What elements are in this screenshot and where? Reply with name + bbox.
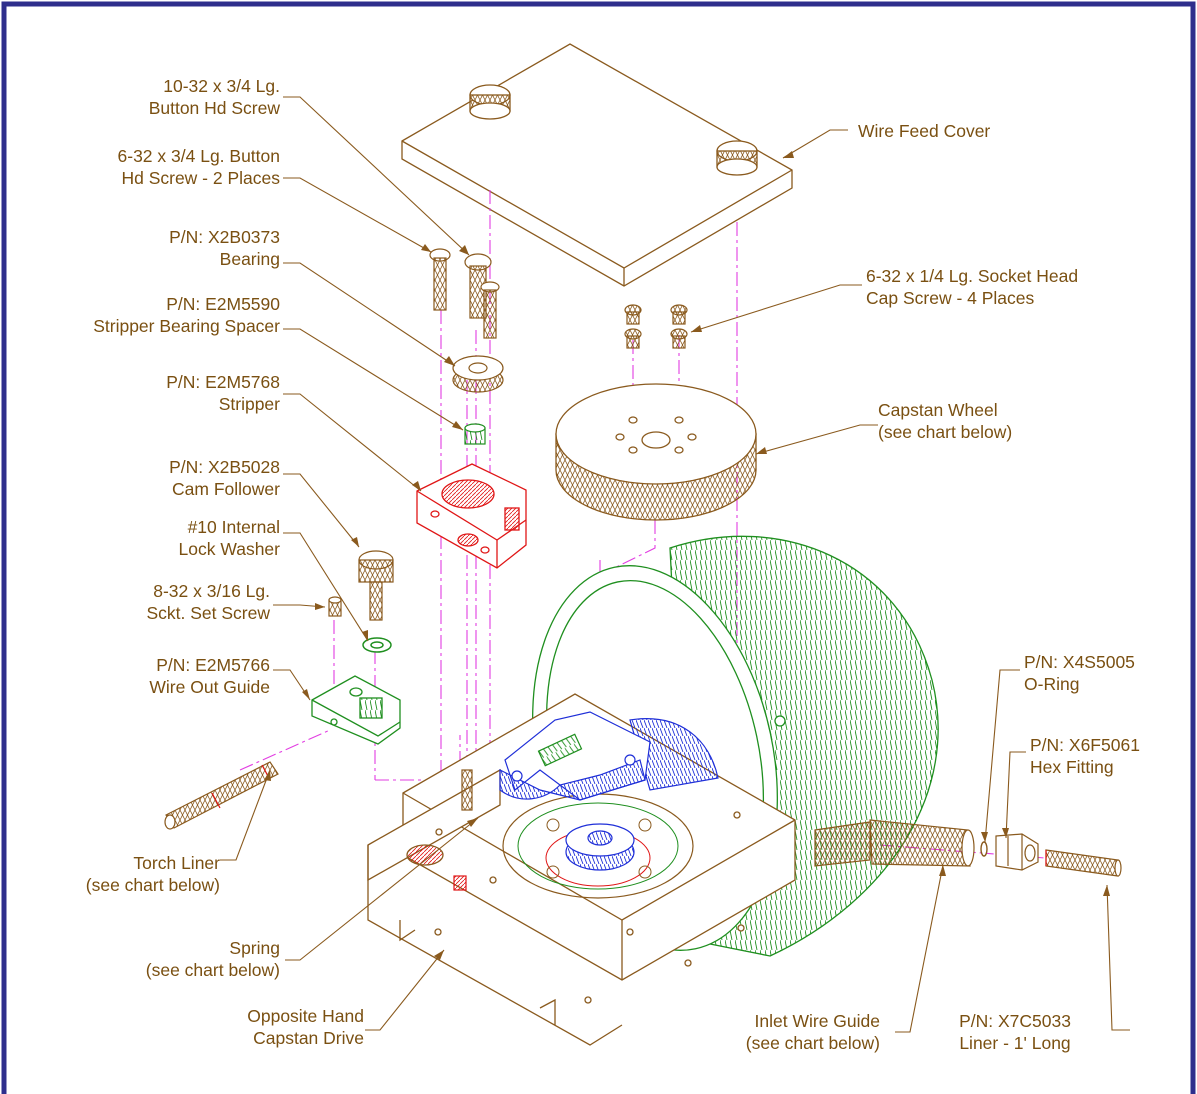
label-text: #10 Internal — [187, 517, 280, 537]
label-text: Torch Liner — [133, 853, 220, 873]
label-text: P/N: X2B5028 — [169, 457, 280, 477]
label-text: Hex Fitting — [1030, 757, 1114, 777]
label-text: 10-32 x 3/4 Lg. — [163, 76, 280, 96]
label-text: Opposite Hand — [247, 1006, 364, 1026]
label-text: Capstan Wheel — [878, 400, 998, 420]
label-text: 6-32 x 1/4 Lg. Socket Head — [866, 266, 1079, 286]
label-text: P/N: E2M5766 — [156, 655, 270, 675]
label-text: P/N: X2B0373 — [169, 227, 280, 247]
label-text: Stripper Bearing Spacer — [93, 316, 280, 336]
wire-out-guide-part — [311, 675, 401, 745]
label-button-hd-screw-2-places: 6-32 x 3/4 Lg. Button Hd Screw - 2 Place… — [60, 145, 280, 189]
label-stripper-bearing-spacer: P/N: E2M5590 Stripper Bearing Spacer — [40, 293, 280, 337]
liner-part — [1045, 849, 1122, 877]
label-text: Cam Follower — [172, 479, 280, 499]
label-bearing: P/N: X2B0373 Bearing — [96, 226, 280, 270]
label-text: Capstan Drive — [253, 1028, 364, 1048]
label-text: 8-32 x 3/16 Lg. — [153, 581, 270, 601]
label-inlet-wire-guide: Inlet Wire Guide (see chart below) — [700, 1010, 880, 1054]
label-text: (see chart below) — [745, 1033, 880, 1053]
label-text: Wire Feed Cover — [858, 121, 991, 141]
label-text: P/N: E2M5768 — [166, 372, 280, 392]
label-text: Button Hd Screw — [148, 98, 280, 118]
label-text: Hd Screw - 2 Places — [121, 168, 280, 188]
wire-feed-cover-part — [401, 43, 793, 287]
leader-lines — [220, 96, 1130, 1033]
label-text: Spring — [229, 938, 280, 958]
label-text: P/N: X6F5061 — [1030, 735, 1140, 755]
socket-head-cap-screws — [624, 304, 688, 349]
label-text: 6-32 x 3/4 Lg. Button — [117, 146, 280, 166]
capstan-wheel-part — [555, 383, 757, 521]
spring-part — [453, 769, 473, 891]
label-o-ring: P/N: X4S5005 O-Ring — [1024, 651, 1184, 695]
label-text: Cap Screw - 4 Places — [866, 288, 1035, 308]
label-button-hd-screw: 10-32 x 3/4 Lg. Button Hd Screw — [96, 75, 280, 119]
label-text: Inlet Wire Guide — [754, 1011, 880, 1031]
label-wire-feed-cover: Wire Feed Cover — [858, 120, 1058, 142]
label-stripper: P/N: E2M5768 Stripper — [96, 371, 280, 415]
button-head-screws — [429, 248, 500, 339]
label-torch-liner: Torch Liner (see chart below) — [36, 852, 220, 896]
torch-liner-part — [164, 761, 279, 830]
label-lock-washer: #10 Internal Lock Washer — [96, 516, 280, 560]
label-text: (see chart below) — [878, 422, 1013, 442]
label-text: Lock Washer — [178, 539, 280, 559]
inlet-wire-guide-part — [814, 819, 975, 867]
label-set-screw: 8-32 x 3/16 Lg. Sckt. Set Screw — [86, 580, 270, 624]
label-text: Liner - 1' Long — [959, 1033, 1071, 1053]
label-text: O-Ring — [1024, 674, 1080, 694]
label-wire-out-guide: P/N: E2M5766 Wire Out Guide — [86, 654, 270, 698]
label-text: P/N: X7C5033 — [959, 1011, 1071, 1031]
label-capstan-wheel: Capstan Wheel (see chart below) — [878, 399, 1078, 443]
bearing-part — [452, 355, 504, 393]
hex-fitting-part — [995, 833, 1039, 871]
leader-arrowheads — [264, 151, 1110, 960]
lock-washer-part — [362, 637, 392, 653]
label-text: Stripper — [218, 394, 280, 414]
label-text: P/N: E2M5590 — [166, 294, 280, 314]
cam-follower-part — [358, 550, 394, 621]
bearing-spacer-part — [464, 423, 486, 445]
label-socket-head-cap-screw: 6-32 x 1/4 Lg. Socket Head Cap Screw - 4… — [866, 265, 1136, 309]
set-screw-part — [328, 596, 342, 617]
label-text: Sckt. Set Screw — [146, 603, 270, 623]
blue-gear-assembly — [499, 711, 719, 871]
o-ring-part — [980, 841, 988, 857]
label-text: P/N: X4S5005 — [1024, 652, 1135, 672]
label-text: (see chart below) — [85, 875, 220, 895]
label-text: (see chart below) — [145, 960, 280, 980]
label-cam-follower: P/N: X2B5028 Cam Follower — [96, 456, 280, 500]
label-liner: P/N: X7C5033 Liner - 1' Long — [920, 1010, 1110, 1054]
label-spring: Spring (see chart below) — [96, 937, 280, 981]
label-hex-fitting: P/N: X6F5061 Hex Fitting — [1030, 734, 1190, 778]
label-text: Wire Out Guide — [149, 677, 270, 697]
label-capstan-drive: Opposite Hand Capstan Drive — [180, 1005, 364, 1049]
stripper-part — [416, 463, 527, 569]
label-text: Bearing — [219, 249, 280, 269]
